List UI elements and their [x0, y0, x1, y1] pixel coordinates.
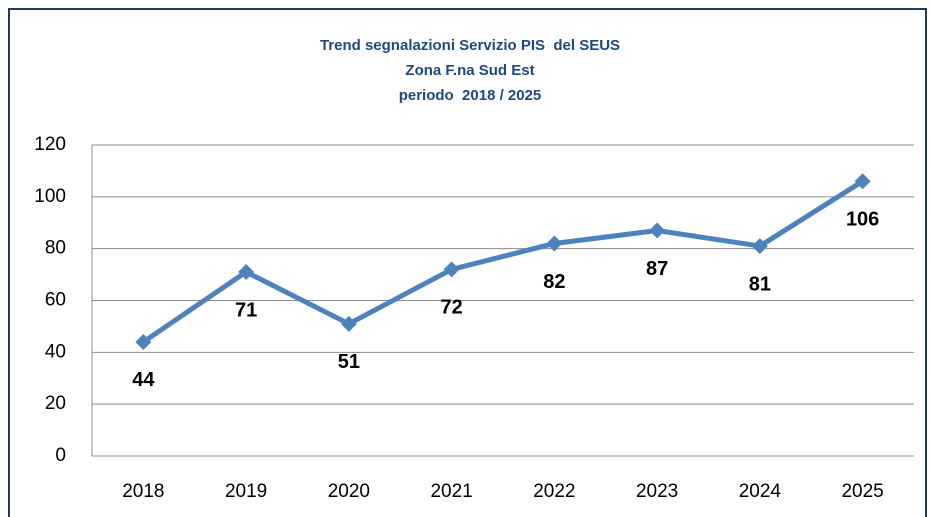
data-point: [340, 315, 357, 332]
data-label: 87: [646, 258, 668, 280]
y-tick-label: 0: [55, 445, 66, 466]
data-point: [546, 235, 563, 252]
x-tick-label: 2019: [225, 481, 267, 502]
chart-title: periodo 2018 / 2025: [399, 87, 542, 104]
x-tick-label: 2024: [739, 481, 782, 502]
y-tick-label: 40: [45, 341, 66, 362]
data-point: [854, 173, 871, 190]
data-point: [649, 222, 666, 239]
chart-title: Zona F.na Sud Est: [405, 62, 534, 79]
data-label: 44: [132, 369, 155, 391]
x-tick-label: 2018: [122, 481, 164, 502]
data-label: 81: [749, 273, 771, 295]
chart-title: Trend segnalazioni Servizio PIS del SEUS: [320, 37, 620, 54]
y-tick-label: 60: [45, 290, 66, 311]
data-label: 82: [543, 271, 565, 293]
x-tick-label: 2022: [533, 481, 575, 502]
y-tick-label: 80: [45, 238, 66, 259]
data-point: [751, 238, 768, 255]
data-label: 71: [235, 299, 257, 321]
data-label: 51: [338, 351, 360, 373]
data-label: 106: [846, 209, 879, 231]
x-tick-label: 2020: [328, 481, 370, 502]
data-point: [443, 261, 460, 278]
y-tick-label: 20: [45, 393, 66, 414]
x-tick-label: 2021: [430, 481, 472, 502]
x-tick-label: 2023: [636, 481, 678, 502]
data-point: [135, 333, 152, 350]
data-line: [141, 179, 864, 345]
y-tick-label: 120: [34, 134, 66, 155]
data-point: [238, 263, 255, 280]
data-label: 72: [441, 297, 463, 319]
y-tick-label: 100: [34, 186, 66, 207]
x-tick-label: 2025: [841, 481, 883, 502]
